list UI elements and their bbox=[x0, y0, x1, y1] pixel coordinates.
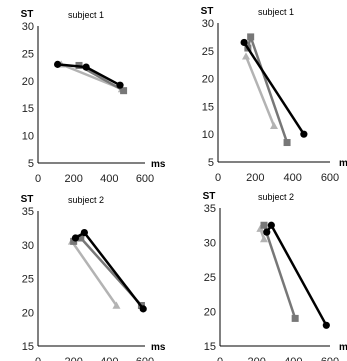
x-tick-label: 200 bbox=[64, 173, 82, 185]
data-point-circle bbox=[116, 81, 124, 89]
data-point-circle bbox=[240, 38, 248, 47]
y-tick-label: 20 bbox=[22, 307, 34, 319]
data-point-triangle bbox=[270, 121, 278, 130]
y-tick-label: 10 bbox=[22, 131, 34, 143]
data-point-circle bbox=[54, 60, 62, 68]
x-tick-label: 0 bbox=[35, 173, 41, 185]
data-point-circle bbox=[82, 63, 90, 71]
x-tick-label: 400 bbox=[100, 173, 118, 185]
x-axis-label: ms bbox=[151, 342, 166, 353]
y-tick-label: 35 bbox=[22, 206, 34, 218]
x-axis-label: ms bbox=[339, 342, 347, 353]
y-tick-label: 35 bbox=[204, 203, 216, 215]
y-axis-label: ST bbox=[21, 194, 34, 205]
y-tick-label: 5 bbox=[208, 157, 214, 169]
y-tick-label: 15 bbox=[202, 101, 214, 113]
data-point-circle bbox=[267, 221, 275, 229]
x-tick-label: 200 bbox=[247, 356, 265, 361]
y-tick-label: 15 bbox=[22, 341, 34, 353]
y-tick-label: 25 bbox=[202, 46, 214, 58]
data-point-square bbox=[77, 234, 85, 242]
y-axis-label: ST bbox=[21, 9, 34, 20]
chart-panel-3: 15 20 25 30 35 0 200 400 600 ST ms subject 2 bbox=[21, 194, 166, 361]
y-tick-label: 15 bbox=[204, 341, 216, 353]
x-tick-label: 400 bbox=[284, 356, 302, 361]
x-axis-label: ms bbox=[151, 159, 166, 170]
y-axis-label: ST bbox=[201, 6, 214, 17]
y-tick-label: 10 bbox=[202, 129, 214, 141]
chart-panel-2: 5 10 15 20 25 30 0 200 400 600 ST ms subject 1 bbox=[201, 6, 347, 184]
y-tick-label: 30 bbox=[22, 240, 34, 252]
data-point-circle bbox=[80, 229, 88, 237]
x-tick-label: 400 bbox=[283, 172, 301, 184]
series-line bbox=[262, 224, 297, 319]
chart-title: subject 2 bbox=[68, 195, 104, 205]
data-point-square bbox=[70, 237, 78, 245]
data-point-triangle bbox=[256, 224, 265, 232]
chart-panel-1: 5 10 15 20 25 30 0 200 400 600 ST ms subject 1 bbox=[21, 9, 166, 185]
series-line bbox=[246, 35, 289, 143]
data-point-square bbox=[291, 314, 299, 322]
data-point-square bbox=[120, 87, 128, 95]
data-point-circle bbox=[71, 234, 80, 242]
x-tick-label: 0 bbox=[35, 356, 41, 361]
chart-panel-4: 15 20 25 30 35 0 200 400 600 ST ms subject 2 bbox=[203, 191, 347, 361]
chart-title: subject 1 bbox=[68, 10, 104, 20]
x-tick-label: 0 bbox=[217, 356, 223, 361]
data-point-circle bbox=[322, 321, 330, 329]
chart-title: subject 1 bbox=[258, 7, 294, 17]
chart-title: subject 2 bbox=[258, 192, 294, 202]
y-tick-label: 30 bbox=[22, 21, 34, 33]
series-line bbox=[243, 41, 305, 135]
y-tick-label: 20 bbox=[202, 74, 214, 86]
series-line bbox=[265, 224, 328, 326]
x-tick-label: 200 bbox=[64, 356, 82, 361]
y-tick-label: 5 bbox=[28, 158, 34, 170]
x-axis-label: ms bbox=[339, 158, 347, 169]
y-tick-label: 25 bbox=[204, 272, 216, 284]
x-tick-label: 400 bbox=[100, 356, 118, 361]
data-point-circle bbox=[263, 228, 271, 236]
data-point-square bbox=[283, 139, 291, 147]
x-tick-label: 600 bbox=[136, 356, 154, 361]
data-point-triangle bbox=[112, 301, 121, 309]
data-point-circle bbox=[300, 130, 308, 138]
data-point-square bbox=[260, 221, 268, 229]
series-line bbox=[244, 55, 276, 127]
x-tick-label: 600 bbox=[321, 172, 339, 184]
x-tick-label: 600 bbox=[321, 356, 339, 361]
data-point-circle bbox=[139, 305, 147, 313]
y-axis-label: ST bbox=[203, 191, 216, 202]
y-tick-label: 20 bbox=[22, 76, 34, 88]
y-tick-label: 30 bbox=[202, 18, 214, 30]
x-tick-label: 600 bbox=[136, 173, 154, 185]
y-tick-label: 20 bbox=[204, 307, 216, 319]
y-tick-label: 30 bbox=[204, 238, 216, 250]
y-tick-label: 15 bbox=[22, 103, 34, 115]
x-tick-label: 0 bbox=[215, 172, 221, 184]
y-tick-label: 25 bbox=[22, 48, 34, 60]
x-tick-label: 200 bbox=[246, 172, 264, 184]
series-line bbox=[70, 240, 118, 307]
y-tick-label: 25 bbox=[22, 274, 34, 286]
data-point-triangle bbox=[242, 52, 250, 60]
data-point-triangle bbox=[260, 235, 268, 243]
data-point-square bbox=[247, 33, 255, 41]
